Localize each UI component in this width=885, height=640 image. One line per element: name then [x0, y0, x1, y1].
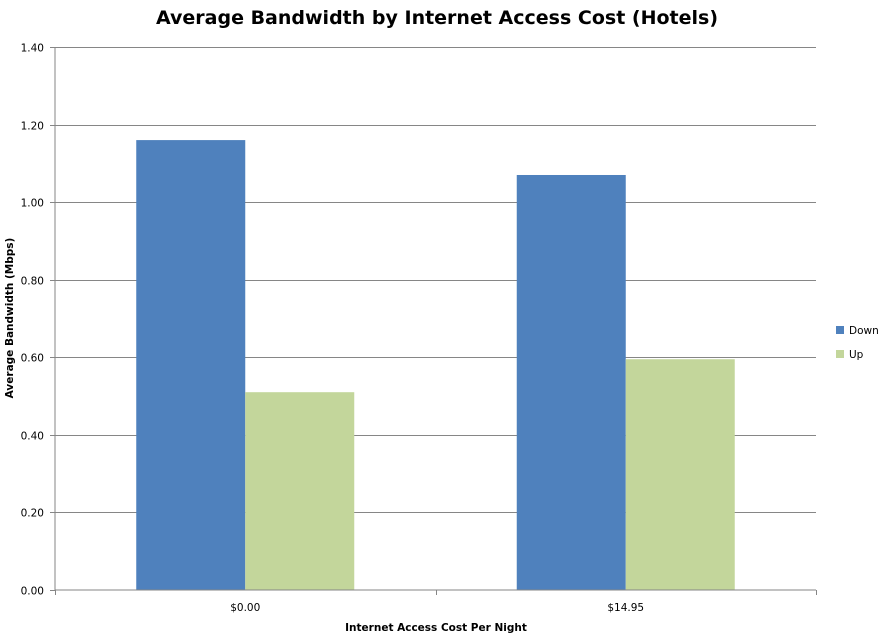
y-tick-label: 0.20 — [21, 508, 44, 520]
y-tick-label: 1.00 — [21, 198, 44, 210]
x-tick-label: $0.00 — [230, 602, 260, 614]
y-tick-label: 1.40 — [21, 43, 44, 55]
axes — [54, 47, 816, 591]
legend-label-down: Down — [849, 325, 879, 337]
x-tick-label: $14.95 — [607, 602, 644, 614]
bar-down-0 — [136, 140, 246, 591]
y-tick-label: 1.20 — [21, 121, 44, 133]
x-tick-labels: $0.00 $14.95 — [55, 590, 817, 614]
legend-swatch-down — [836, 326, 844, 334]
bar-up-0 — [245, 392, 355, 590]
legend-label-up: Up — [849, 349, 864, 361]
bar-up-1 — [625, 359, 735, 590]
y-axis-title: Average Bandwidth (Mbps) — [4, 238, 16, 399]
y-tick-labels: 0.00 0.20 0.40 0.60 0.80 1.00 1.20 1.40 — [21, 43, 55, 598]
y-tick-label: 0.60 — [21, 353, 44, 365]
chart-title: Average Bandwidth by Internet Access Cos… — [156, 7, 718, 29]
y-tick-label: 0.40 — [21, 431, 44, 443]
legend: Down Up — [836, 325, 879, 361]
y-tick-label: 0.00 — [21, 586, 44, 598]
legend-swatch-up — [836, 350, 844, 358]
x-axis-title: Internet Access Cost Per Night — [345, 622, 527, 634]
y-tick-label: 0.80 — [21, 276, 44, 288]
bar-down-1 — [516, 174, 626, 590]
bars — [136, 140, 735, 591]
